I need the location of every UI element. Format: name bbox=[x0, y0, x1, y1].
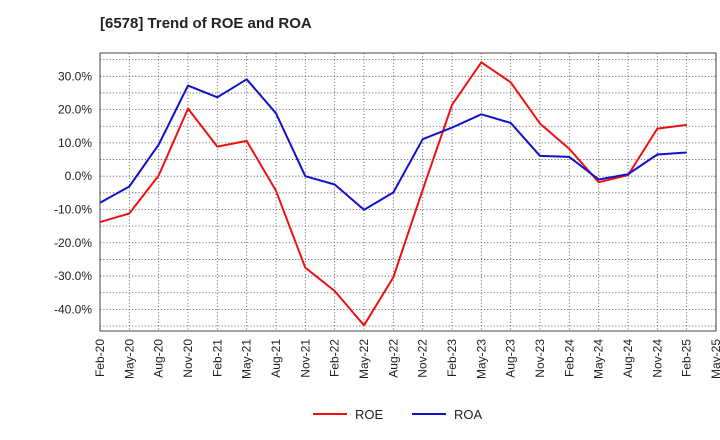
x-tick-label: May-22 bbox=[357, 339, 371, 379]
legend-label-roe: ROE bbox=[355, 407, 384, 422]
x-tick-label: Feb-22 bbox=[328, 339, 342, 377]
y-tick-label: 20.0% bbox=[58, 103, 92, 117]
y-tick-label: 30.0% bbox=[58, 69, 92, 83]
x-tick-label: May-21 bbox=[240, 339, 254, 379]
y-tick-label: -40.0% bbox=[54, 302, 92, 316]
x-tick-label: Nov-20 bbox=[181, 339, 195, 378]
y-tick-label: -30.0% bbox=[54, 269, 92, 283]
x-tick-label: Nov-21 bbox=[298, 339, 312, 378]
x-tick-label: Feb-23 bbox=[445, 339, 459, 377]
y-tick-label: -20.0% bbox=[54, 236, 92, 250]
x-tick-label: May-25 bbox=[709, 339, 720, 379]
y-tick-label: 0.0% bbox=[65, 169, 93, 183]
x-tick-label: Aug-23 bbox=[504, 339, 518, 378]
x-tick-label: Feb-24 bbox=[562, 339, 576, 377]
x-tick-label: Nov-23 bbox=[533, 339, 547, 378]
x-tick-label: Feb-21 bbox=[210, 339, 224, 377]
x-tick-label: Feb-20 bbox=[93, 339, 107, 377]
x-tick-label: Aug-24 bbox=[621, 339, 635, 378]
x-tick-label: Nov-22 bbox=[416, 339, 430, 378]
series-line-roa bbox=[99, 78, 687, 211]
chart-title: [6578] Trend of ROE and ROA bbox=[100, 15, 312, 32]
x-tick-label: May-24 bbox=[592, 339, 606, 379]
x-tick-label: Feb-25 bbox=[680, 339, 694, 377]
x-tick-label: Aug-22 bbox=[386, 339, 400, 378]
legend-label-roa: ROA bbox=[454, 407, 483, 422]
plot-area bbox=[100, 53, 716, 331]
x-tick-label: May-20 bbox=[122, 339, 136, 379]
x-tick-label: Aug-20 bbox=[152, 339, 166, 378]
plot-frame bbox=[99, 52, 717, 332]
x-tick-label: Nov-24 bbox=[650, 339, 664, 378]
x-tick-label: Aug-21 bbox=[269, 339, 283, 378]
y-tick-label: 10.0% bbox=[58, 136, 92, 150]
x-tick-label: May-23 bbox=[474, 339, 488, 379]
y-tick-label: -10.0% bbox=[54, 202, 92, 216]
